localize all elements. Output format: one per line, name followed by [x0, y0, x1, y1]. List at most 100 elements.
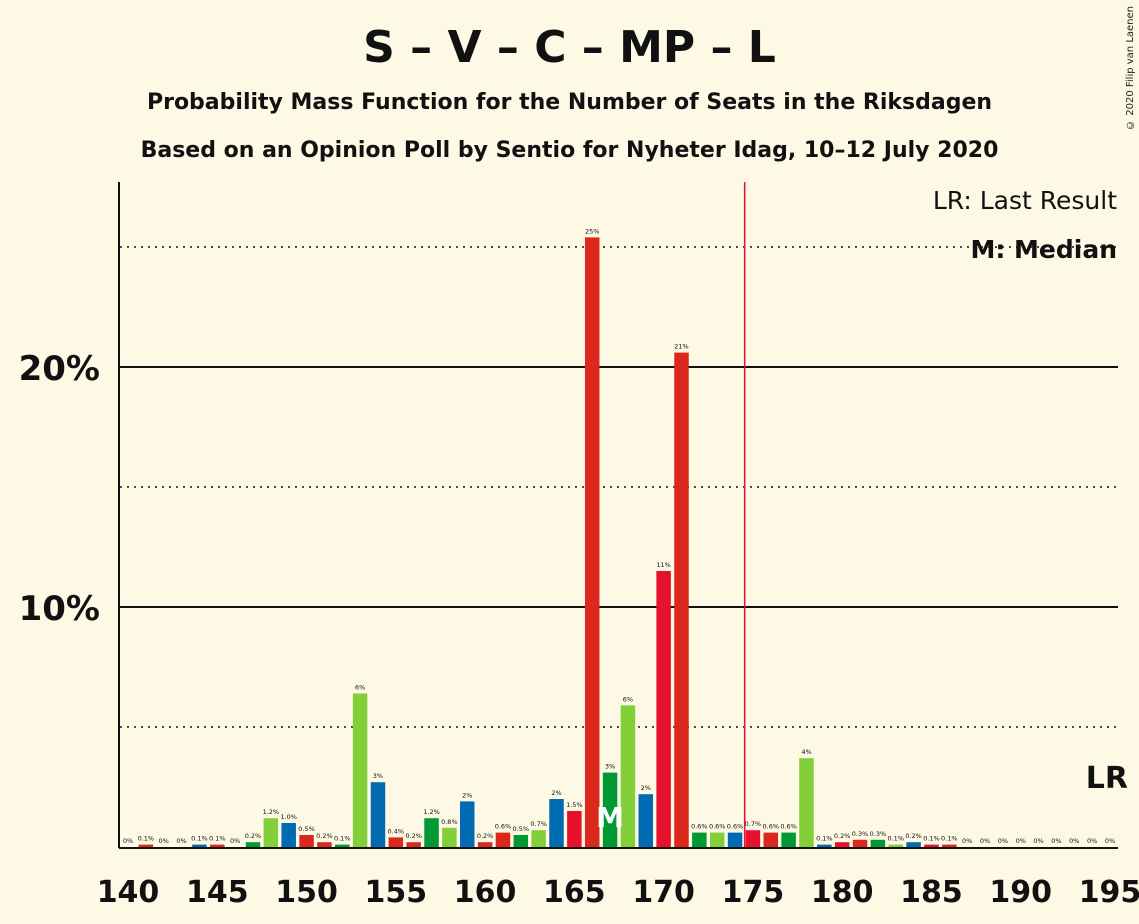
bar	[442, 827, 457, 847]
data-label: 0.1%	[816, 835, 833, 843]
bar	[781, 832, 796, 847]
bar	[495, 832, 511, 847]
data-label: 0.6%	[495, 823, 512, 831]
data-label: 0.2%	[477, 832, 494, 840]
bar	[317, 842, 332, 847]
x-tick-label: 150	[275, 875, 338, 910]
data-label: 6%	[623, 695, 633, 703]
bar	[281, 823, 296, 847]
bar-series	[138, 237, 957, 847]
legend-median: M: Median	[970, 235, 1117, 264]
data-label: 4%	[801, 748, 811, 756]
x-tick-label: 185	[900, 875, 963, 910]
data-label: 0%	[123, 837, 133, 845]
bar	[620, 705, 636, 847]
data-label: 2%	[462, 791, 472, 799]
legend-last-result: LR: Last Result	[933, 186, 1117, 215]
data-label: 2%	[641, 784, 651, 792]
x-tick-label: 170	[632, 875, 695, 910]
bar	[335, 844, 350, 847]
data-label: 1.0%	[280, 813, 297, 821]
data-label: 0%	[1033, 837, 1043, 845]
bar	[424, 818, 439, 847]
data-label: 0.3%	[870, 830, 887, 838]
data-label: 0%	[230, 837, 240, 845]
data-label: 6%	[355, 683, 365, 691]
data-label: 1.2%	[263, 808, 280, 816]
y-tick-label: 20%	[19, 349, 100, 389]
bar	[549, 799, 564, 847]
median-marker: M	[596, 801, 624, 834]
bar	[924, 844, 939, 847]
x-tick-label: 145	[186, 875, 249, 910]
bar	[513, 835, 529, 847]
bar	[602, 772, 618, 847]
data-label: 0.4%	[388, 827, 405, 835]
data-label: 11%	[656, 561, 670, 569]
bar	[567, 811, 582, 847]
bar	[799, 758, 814, 847]
data-label: 2%	[551, 789, 561, 797]
bar	[888, 844, 903, 847]
data-label: 0.2%	[316, 832, 333, 840]
data-label: 0.6%	[763, 823, 780, 831]
bar	[352, 693, 368, 847]
data-label: 0.3%	[852, 830, 869, 838]
bar	[852, 839, 868, 847]
data-label: 0.2%	[905, 832, 922, 840]
x-tick-label: 195	[1079, 875, 1139, 910]
bar	[674, 352, 689, 847]
legend: LR: Last Result M: Median LR	[933, 186, 1128, 796]
data-label: 0%	[1069, 837, 1079, 845]
x-tick-label: 165	[543, 875, 606, 910]
bar	[638, 794, 654, 847]
bar	[584, 237, 600, 847]
data-label: 0.1%	[887, 835, 904, 843]
data-label: 0.5%	[513, 825, 530, 833]
bar	[709, 832, 725, 847]
x-tick-label: 155	[365, 875, 428, 910]
bar	[263, 818, 279, 847]
bar	[906, 842, 921, 847]
data-label: 0%	[176, 837, 186, 845]
bar	[370, 782, 386, 847]
data-label: 21%	[674, 343, 688, 351]
bar	[459, 801, 475, 847]
bar	[870, 839, 886, 847]
bar	[817, 844, 832, 847]
x-tick-label: 180	[811, 875, 874, 910]
chart-subtitle-poll: Based on an Opinion Poll by Sentio for N…	[140, 138, 999, 163]
data-labels: 0% 0.1% 0% 0% 0.1% 0.1% 0%0.2%1.2%1.0%0.5%0.2%…	[123, 227, 1115, 845]
bar	[763, 832, 779, 847]
x-tick-label: 140	[97, 875, 160, 910]
bar	[138, 844, 154, 847]
bar	[245, 842, 261, 847]
data-label: 0.1%	[191, 835, 208, 843]
data-label: 0%	[1016, 837, 1026, 845]
bar	[692, 832, 707, 847]
bar	[656, 571, 671, 847]
data-label: 0%	[980, 837, 990, 845]
data-label: 0.6%	[780, 823, 797, 831]
x-tick-label: 190	[989, 875, 1052, 910]
last-result-marker-label: LR	[1086, 761, 1128, 796]
data-label: 3%	[373, 772, 383, 780]
x-tick-label: 175	[722, 875, 785, 910]
bar	[834, 842, 850, 847]
data-label: 0%	[962, 837, 972, 845]
bar	[406, 842, 421, 847]
data-label: 0.1%	[209, 835, 226, 843]
data-label: 0%	[1087, 837, 1097, 845]
bar	[942, 844, 957, 847]
bar	[745, 830, 761, 847]
data-label: 0.5%	[298, 825, 315, 833]
y-tick-label: 10%	[19, 589, 100, 629]
chart-subtitle: Probability Mass Function for the Number…	[146, 90, 993, 115]
bar	[531, 830, 546, 847]
data-label: 0%	[1051, 837, 1061, 845]
data-label: 0.7%	[745, 820, 762, 828]
data-label: 0.2%	[245, 832, 262, 840]
bar	[477, 842, 493, 847]
data-label: 1.2%	[423, 808, 440, 816]
data-label: 0.6%	[709, 823, 726, 831]
